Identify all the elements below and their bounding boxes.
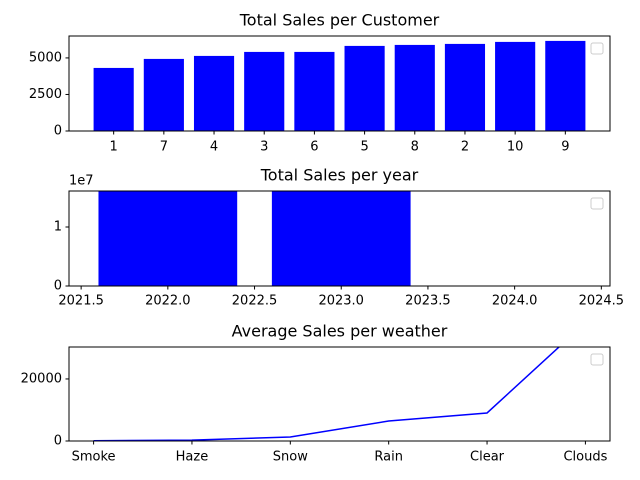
x-tick-label: 2022.5 bbox=[232, 294, 278, 309]
y-tick-label: 0 bbox=[54, 434, 62, 449]
bar bbox=[143, 58, 184, 131]
x-tick-label: 2024.5 bbox=[579, 294, 625, 309]
bar bbox=[545, 40, 586, 131]
x-tick-label: 2023.0 bbox=[318, 294, 364, 309]
bar bbox=[193, 55, 235, 131]
x-tick-label: 2 bbox=[461, 140, 469, 155]
x-tick-label: 7 bbox=[160, 140, 168, 155]
plot-area bbox=[98, 191, 411, 286]
bar bbox=[294, 51, 335, 131]
y-tick-label: 0 bbox=[54, 279, 62, 294]
legend bbox=[590, 197, 604, 210]
axes-frame bbox=[68, 35, 611, 132]
plot-area bbox=[93, 347, 561, 441]
subplot: Average Sales per weather 0 20000 Smoke Haze… bbox=[21, 322, 611, 465]
y-tick-label: 5000 bbox=[29, 50, 62, 65]
x-tick-label: 9 bbox=[561, 140, 569, 155]
x-tick-label: 6 bbox=[310, 140, 318, 155]
x-tick-label: 1 bbox=[110, 140, 118, 155]
x-tick-label: 8 bbox=[411, 140, 419, 155]
y-tick-label: 1 bbox=[54, 219, 62, 234]
x-tick-label: 10 bbox=[507, 140, 524, 155]
x-tick-label: 2023.5 bbox=[405, 294, 451, 309]
x-tick-label: Smoke bbox=[72, 450, 116, 465]
axes-frame bbox=[68, 190, 611, 287]
bar bbox=[394, 44, 435, 131]
bar bbox=[271, 191, 411, 286]
subplot-title: Total Sales per year bbox=[260, 166, 419, 185]
subplot-title: Total Sales per Customer bbox=[239, 11, 440, 30]
x-tick-label: Snow bbox=[273, 450, 308, 465]
subplot: Total Sales per year 0 1 2021.5 2022.0 2022.5… bbox=[54, 166, 624, 309]
x-tick-label: 3 bbox=[260, 140, 268, 155]
legend bbox=[590, 42, 604, 55]
x-tick-label: Haze bbox=[176, 450, 209, 465]
bar bbox=[244, 51, 285, 131]
bar bbox=[495, 41, 536, 131]
y-tick-label: 2500 bbox=[29, 87, 62, 102]
x-tick-label: 2021.5 bbox=[58, 294, 104, 309]
x-tick-label: Rain bbox=[374, 450, 403, 465]
x-tick-label: Clear bbox=[470, 450, 505, 465]
subplot: Total Sales per Customer 0 2500 5000 1 7 4 3 6 5 8… bbox=[29, 11, 611, 155]
bar bbox=[93, 67, 134, 131]
x-tick-label: 2024.0 bbox=[492, 294, 538, 309]
bar bbox=[344, 45, 385, 131]
legend bbox=[590, 353, 604, 366]
subplot-title: Average Sales per weather bbox=[232, 322, 448, 341]
bar bbox=[98, 191, 238, 286]
x-tick-label: 5 bbox=[360, 140, 368, 155]
line bbox=[93, 347, 561, 441]
axes-frame bbox=[68, 346, 611, 442]
plot-area bbox=[93, 40, 586, 131]
y-offset-label: 1e7 bbox=[69, 174, 94, 189]
x-tick-label: Clouds bbox=[563, 450, 607, 465]
bar bbox=[444, 43, 486, 131]
x-tick-label: 4 bbox=[210, 140, 218, 155]
y-tick-label: 20000 bbox=[21, 371, 62, 386]
x-tick-label: 2022.0 bbox=[145, 294, 191, 309]
y-tick-label: 0 bbox=[54, 124, 62, 139]
